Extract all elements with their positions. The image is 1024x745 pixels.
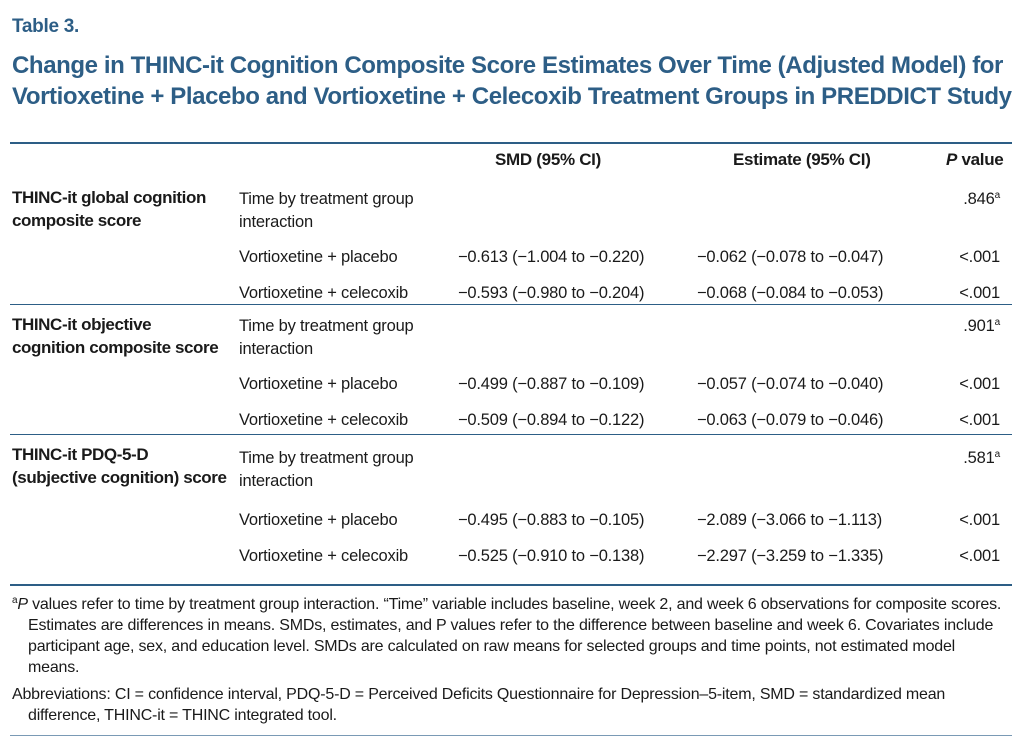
p-value: .846a — [963, 188, 1000, 211]
p-value-text: .581 — [963, 449, 995, 467]
footnote-abbreviations: Abbreviations: CI = confidence interval,… — [12, 684, 1002, 726]
p-value-text: <.001 — [959, 375, 1000, 393]
smd-value: −0.593 (−0.980 to −0.204) — [458, 284, 645, 302]
p-value: .901a — [963, 315, 1000, 338]
group-separator — [10, 434, 1012, 435]
p-value-text: .901 — [963, 317, 995, 335]
estimate-value: −2.089 (−3.066 to −1.113) — [697, 511, 883, 529]
p-value-text: <.001 — [959, 248, 1000, 266]
estimate-value: −0.057 (−0.074 to −0.040) — [697, 375, 884, 393]
estimate-value: −0.063 (−0.079 to −0.046) — [697, 411, 884, 429]
footnote-a-body: values refer to time by treatment group … — [27, 596, 1002, 676]
row-description: Vortioxetine + celecoxib — [239, 411, 409, 429]
p-value: <.001 — [959, 373, 1000, 396]
footnote-a: aP values refer to time by treatment gro… — [12, 594, 1002, 678]
row-description: Vortioxetine + celecoxib — [239, 284, 409, 302]
footnote-a-italic: P — [17, 596, 28, 613]
header-p-value: P value — [946, 150, 1004, 170]
header-smd: SMD (95% CI) — [495, 150, 601, 169]
group-label: THINC-it objective cognition composite s… — [12, 315, 219, 357]
p-value: <.001 — [959, 545, 1000, 568]
row-description: Time by treatment group interaction — [239, 190, 414, 231]
row-description: Time by treatment group interaction — [239, 449, 414, 490]
top-rule — [10, 142, 1012, 144]
table-title: Change in THINC-it Cognition Composite S… — [12, 52, 1012, 110]
p-value-footnote-marker: a — [994, 449, 1001, 460]
p-value-text: <.001 — [959, 511, 1000, 529]
p-value-text: <.001 — [959, 547, 1000, 565]
footnote-a-marker: a — [12, 595, 18, 606]
smd-value: −0.499 (−0.887 to −0.109) — [458, 375, 645, 393]
p-value-footnote-marker: a — [994, 317, 1001, 328]
smd-value: −0.525 (−0.910 to −0.138) — [458, 547, 645, 565]
p-value-text: <.001 — [959, 284, 1000, 302]
smd-value: −0.495 (−0.883 to −0.105) — [458, 511, 645, 529]
estimate-value: −0.062 (−0.078 to −0.047) — [697, 248, 884, 266]
group-label: THINC-it PDQ-5-D (subjective cognition) … — [12, 445, 227, 487]
p-value: <.001 — [959, 409, 1000, 432]
abbreviations-text: Abbreviations: CI = confidence interval,… — [12, 686, 946, 724]
group-label: THINC-it global cognition composite scor… — [12, 188, 206, 230]
row-description: Vortioxetine + placebo — [239, 375, 398, 393]
group-separator — [10, 304, 1012, 305]
p-value: <.001 — [959, 509, 1000, 532]
p-value-text: <.001 — [959, 411, 1000, 429]
row-description: Vortioxetine + placebo — [239, 248, 398, 266]
table-label: Table 3. — [12, 16, 79, 37]
final-rule — [10, 735, 1012, 736]
bottom-rule — [10, 584, 1012, 586]
p-value: .581a — [963, 447, 1000, 470]
smd-value: −0.613 (−1.004 to −0.220) — [458, 248, 645, 266]
estimate-value: −2.297 (−3.259 to −1.335) — [697, 547, 884, 565]
p-value: <.001 — [959, 282, 1000, 305]
header-estimate: Estimate (95% CI) — [733, 150, 871, 169]
header-p-italic: P — [946, 150, 958, 169]
row-description: Time by treatment group interaction — [239, 317, 414, 358]
p-value-footnote-marker: a — [994, 190, 1001, 201]
smd-value: −0.509 (−0.894 to −0.122) — [458, 411, 645, 429]
footnote-a-text: aP values refer to time by treatment gro… — [12, 594, 1002, 678]
estimate-value: −0.068 (−0.084 to −0.053) — [697, 284, 884, 302]
row-description: Vortioxetine + placebo — [239, 511, 398, 529]
row-description: Vortioxetine + celecoxib — [239, 547, 409, 565]
p-value-text: .846 — [963, 190, 995, 208]
header-p-rest: value — [957, 150, 1004, 169]
p-value: <.001 — [959, 246, 1000, 269]
